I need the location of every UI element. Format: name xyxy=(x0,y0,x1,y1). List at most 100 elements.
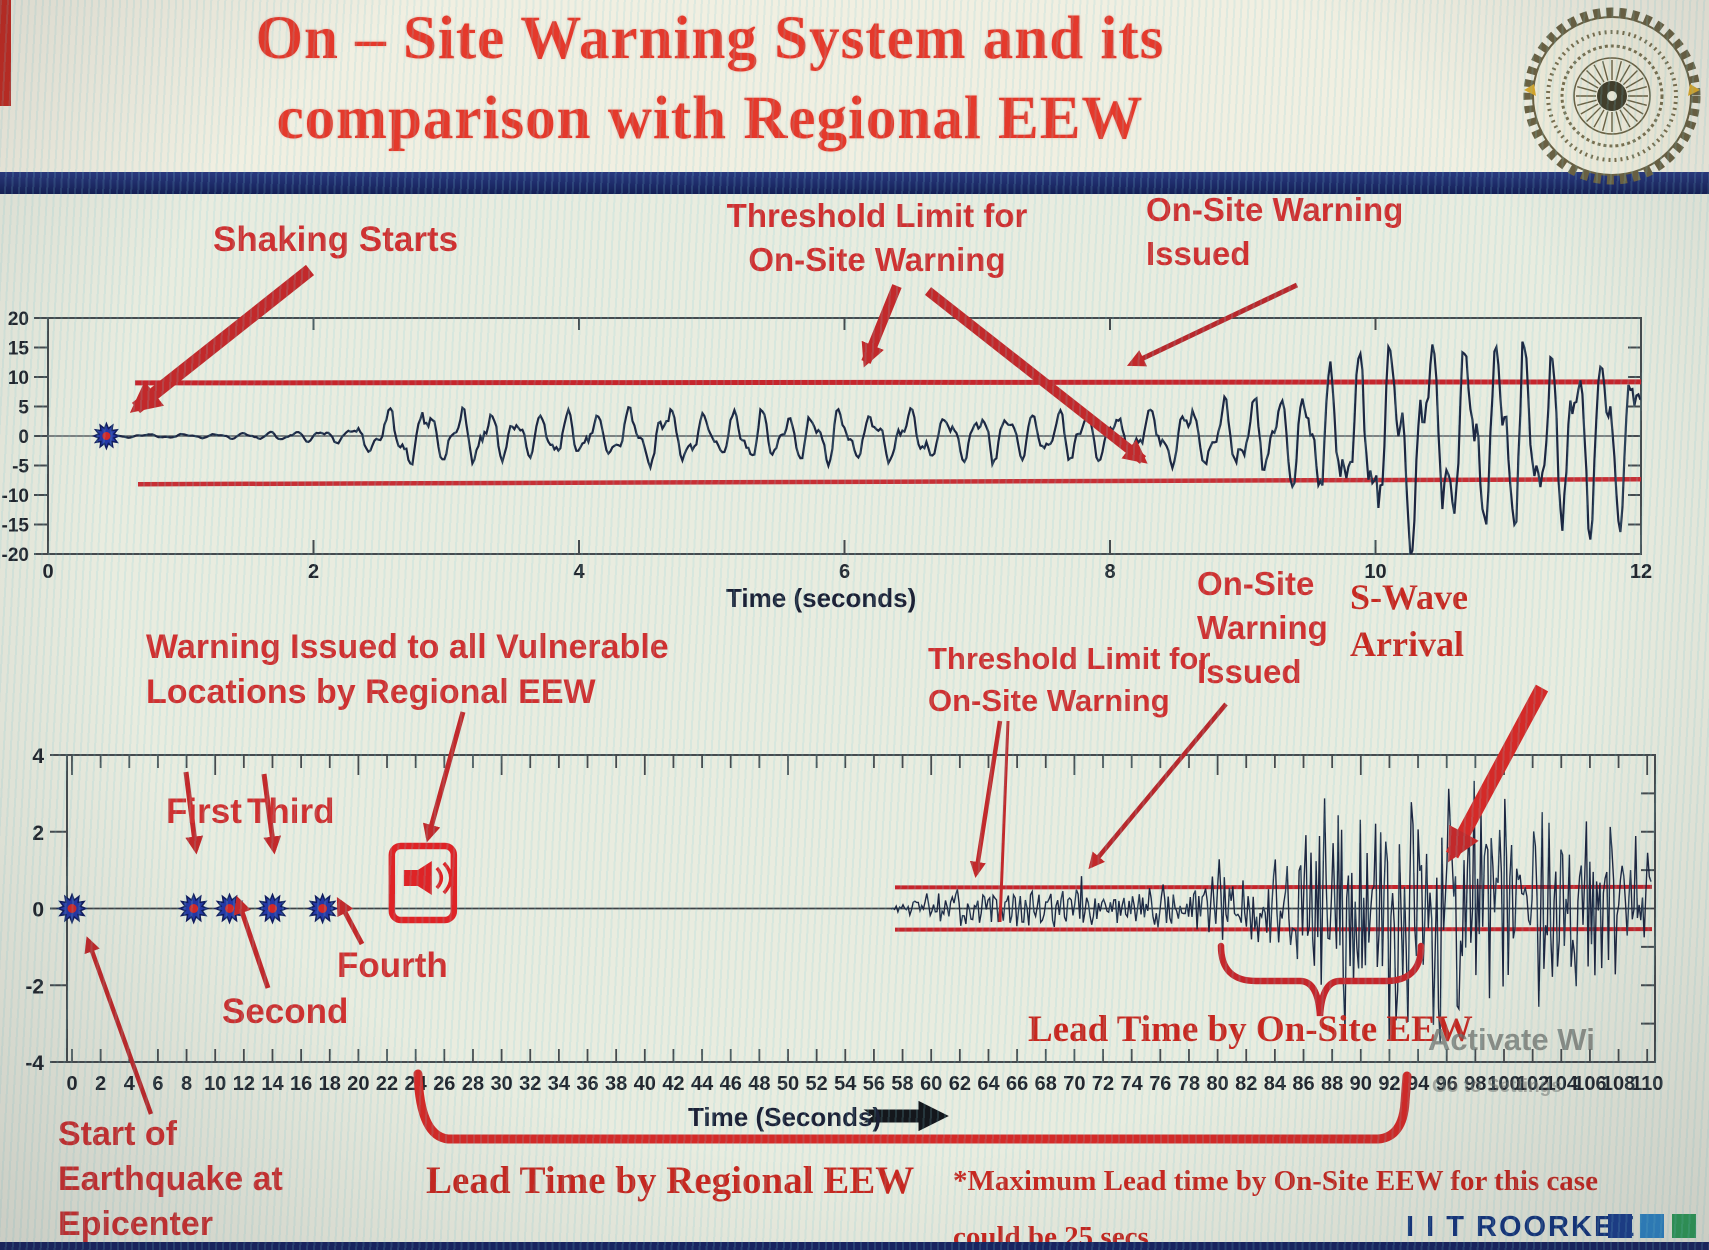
bottom-timeline-chart: 420-2-40 2 4 6 8 10 12 14 16 18 20 22 24 26 28 30 32 34 36… xyxy=(25,745,1663,1095)
svg-text:15: 15 xyxy=(8,339,30,360)
svg-text:40: 40 xyxy=(634,1073,656,1095)
shaking-starts-arrow xyxy=(129,264,315,414)
onsite-warning-issued-top-line1: On-Site Warning xyxy=(1146,191,1404,228)
svg-text:102: 102 xyxy=(1516,1073,1549,1095)
iit-roorkee-logo xyxy=(1523,7,1701,185)
svg-text:4: 4 xyxy=(573,561,585,583)
onsite-warning-issued-arrow-top xyxy=(1126,282,1299,367)
svg-text:82: 82 xyxy=(1235,1073,1257,1095)
svg-text:64: 64 xyxy=(977,1073,1000,1095)
first-detection-arrow xyxy=(183,771,204,855)
third-detection-arrow xyxy=(261,773,282,855)
slide-header xyxy=(0,0,1709,172)
svg-text:72: 72 xyxy=(1092,1073,1114,1095)
activation-watermark-line2: Go to Settings xyxy=(1432,1076,1562,1097)
slide-title-line2: comparison with Regional EEW xyxy=(276,85,1144,152)
svg-text:36: 36 xyxy=(576,1073,598,1095)
svg-text:0: 0 xyxy=(42,561,53,583)
svg-text:60: 60 xyxy=(920,1073,942,1095)
svg-text:-10: -10 xyxy=(2,486,29,507)
s-wave-line2: Arrival xyxy=(1350,624,1464,664)
svg-text:26: 26 xyxy=(433,1073,455,1095)
second-detection-arrow xyxy=(233,895,271,989)
p-wave-star-marker xyxy=(306,892,339,925)
p-wave-star-marker xyxy=(177,892,210,925)
svg-text:10: 10 xyxy=(8,368,29,389)
p-wave-star-marker xyxy=(55,892,89,925)
svg-text:108: 108 xyxy=(1602,1073,1635,1095)
threshold-lower-line-bottom xyxy=(998,720,1010,923)
epicenter-start-label: Start of Earthquake at Epicenter xyxy=(58,1112,283,1247)
max-lead-time-note-line1: *Maximum Lead time by On-Site EEW for th… xyxy=(953,1165,1598,1197)
warning-speaker-icon xyxy=(388,842,458,924)
third-detection-label: Third xyxy=(247,792,335,831)
svg-text:-15: -15 xyxy=(2,516,30,537)
svg-text:30: 30 xyxy=(490,1073,512,1095)
svg-text:70: 70 xyxy=(1063,1073,1085,1095)
svg-text:8: 8 xyxy=(1104,561,1115,583)
bottom-edge-bar xyxy=(0,1242,1709,1250)
threshold-limit-label-top: Threshold Limit for On-Site Warning xyxy=(722,194,1032,282)
svg-text:0: 0 xyxy=(32,899,44,922)
threshold-limit-bottom-line2: On-Site Warning xyxy=(928,683,1170,718)
svg-text:-2: -2 xyxy=(25,975,44,998)
svg-text:22: 22 xyxy=(376,1073,398,1095)
threshold-upper-arrow-bottom xyxy=(969,720,1003,879)
regional-lead-time-bracket xyxy=(413,1069,1412,1144)
svg-text:32: 32 xyxy=(519,1073,541,1095)
svg-text:2: 2 xyxy=(32,822,44,845)
svg-text:0: 0 xyxy=(66,1073,77,1095)
svg-text:38: 38 xyxy=(605,1073,627,1095)
slide-title-line1: On – Site Warning System and its xyxy=(255,5,1165,72)
threshold-limit-label-top-line2: On-Site Warning xyxy=(748,241,1006,278)
regional-warning-label-line2: Locations by Regional EEW xyxy=(146,673,596,711)
svg-text:2: 2 xyxy=(95,1073,106,1095)
svg-text:10: 10 xyxy=(1364,561,1386,583)
svg-text:5: 5 xyxy=(18,398,29,419)
threshold-limit-bottom-line1: Threshold Limit for xyxy=(928,641,1211,676)
svg-text:12: 12 xyxy=(1630,561,1652,583)
svg-text:-4: -4 xyxy=(25,1052,44,1075)
svg-text:88: 88 xyxy=(1321,1073,1343,1095)
top-seismogram-chart: 20 15 10 5 0 -5 -10 -15 -20 0 2 4 6 8 10 12 xyxy=(2,309,1653,583)
p-wave-star-marker xyxy=(91,421,121,451)
svg-text:2: 2 xyxy=(308,561,319,583)
svg-text:34: 34 xyxy=(548,1073,571,1095)
brand-square-navy xyxy=(1608,1214,1632,1238)
svg-text:96: 96 xyxy=(1436,1073,1458,1095)
svg-text:74: 74 xyxy=(1121,1073,1144,1095)
svg-text:106: 106 xyxy=(1573,1073,1606,1095)
svg-text:80: 80 xyxy=(1206,1073,1228,1095)
epicenter-start-arrow xyxy=(84,936,154,1115)
svg-text:-20: -20 xyxy=(2,545,29,566)
s-wave-arrival-arrow xyxy=(1445,684,1549,863)
brand-square-green xyxy=(1672,1214,1696,1238)
svg-text:42: 42 xyxy=(662,1073,684,1095)
fourth-detection-label: Fourth xyxy=(337,946,448,985)
threshold-lower-arrow-top xyxy=(924,287,1148,464)
onsite-warning-bottom-line1: On-Site xyxy=(1197,565,1315,602)
time-axis-arrow-icon xyxy=(860,1099,952,1133)
onsite-warning-issued-label-top: On-Site Warning Issued xyxy=(1146,188,1403,276)
epicenter-start-line3: Epicenter xyxy=(58,1205,213,1243)
iit-roorkee-wordmark: I I T ROORKEE xyxy=(1406,1211,1637,1243)
first-detection-label: First xyxy=(166,792,242,831)
svg-text:6: 6 xyxy=(839,561,850,583)
svg-text:4: 4 xyxy=(32,745,44,768)
svg-text:4: 4 xyxy=(124,1073,136,1095)
onsite-warning-issued-label-bottom: On-Site Warning Issued xyxy=(1197,562,1328,694)
svg-text:0: 0 xyxy=(18,427,29,448)
activation-watermark-line1: Activate Wi xyxy=(1428,1022,1595,1057)
regional-warning-label: Warning Issued to all Vulnerable Locatio… xyxy=(146,625,669,715)
threshold-limit-label-bottom: Threshold Limit for On-Site Warning xyxy=(928,638,1210,722)
svg-text:52: 52 xyxy=(806,1073,828,1095)
epicenter-start-line2: Earthquake at xyxy=(58,1160,283,1198)
s-wave-line1: S-Wave xyxy=(1350,577,1469,617)
svg-text:84: 84 xyxy=(1264,1073,1287,1095)
onsite-lead-time-brace xyxy=(1217,942,1425,1017)
header-divider-bar xyxy=(0,172,1709,194)
svg-text:20: 20 xyxy=(347,1073,369,1095)
svg-text:8: 8 xyxy=(181,1073,192,1095)
onsite-warning-bottom-line2: Warning xyxy=(1197,609,1328,646)
